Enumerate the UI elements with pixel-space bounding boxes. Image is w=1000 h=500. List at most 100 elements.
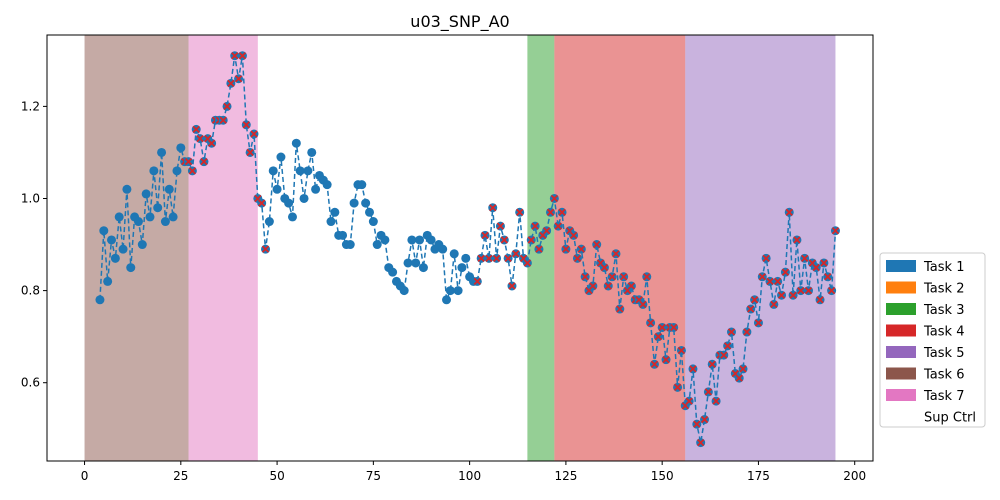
highlight-marker: [577, 245, 585, 253]
highlight-marker: [261, 245, 270, 253]
highlight-marker: [824, 273, 832, 281]
highlight-marker: [504, 254, 512, 262]
x-tick-label: 0: [81, 469, 89, 483]
legend-label: Task 7: [923, 389, 964, 404]
data-point: [287, 212, 297, 222]
highlight-marker: [238, 52, 247, 60]
highlight-marker: [489, 204, 497, 212]
x-tick-label: 150: [651, 469, 674, 483]
highlight-marker: [693, 420, 701, 428]
y-tick-label: 0.8: [21, 284, 40, 298]
highlight-marker: [246, 148, 254, 157]
y-axis-ticks: 0.6 0.8 1.0 1.2: [21, 99, 47, 390]
highlight-marker: [646, 319, 655, 327]
data-point: [311, 184, 321, 194]
highlight-marker: [562, 245, 570, 253]
data-point: [365, 207, 375, 217]
highlight-marker: [793, 236, 801, 244]
highlight-marker: [192, 125, 200, 134]
data-point: [453, 286, 463, 296]
highlight-marker: [747, 305, 755, 313]
data-point: [349, 198, 359, 208]
data-point: [330, 207, 340, 217]
data-point: [438, 244, 448, 254]
data-point: [449, 249, 459, 259]
highlight-marker: [754, 319, 763, 327]
highlight-marker: [816, 296, 824, 304]
data-point: [426, 235, 436, 245]
highlight-marker: [492, 254, 501, 262]
data-point: [95, 295, 105, 305]
x-tick-label: 200: [843, 469, 866, 483]
data-point: [307, 147, 317, 157]
highlight-marker: [554, 222, 562, 230]
data-point: [388, 267, 398, 277]
data-point: [411, 258, 421, 268]
legend-swatch: [886, 303, 916, 315]
data-point: [107, 235, 117, 245]
highlight-marker: [485, 254, 493, 262]
data-point: [176, 143, 186, 153]
data-point: [415, 235, 425, 245]
highlight-marker: [750, 296, 759, 304]
highlight-marker: [593, 240, 601, 249]
highlight-marker: [639, 300, 647, 309]
data-point: [299, 193, 309, 203]
highlight-marker: [546, 208, 555, 216]
legend-label: Task 5: [923, 346, 964, 361]
data-point: [126, 263, 136, 273]
highlight-marker: [531, 222, 539, 230]
highlight-marker: [227, 79, 235, 87]
highlight-marker: [573, 254, 582, 262]
data-point: [103, 276, 113, 286]
highlight-marker: [785, 208, 793, 216]
data-point: [276, 152, 286, 162]
data-point: [461, 253, 471, 263]
highlight-marker: [223, 102, 231, 111]
plot-frame: [46, 34, 874, 462]
legend-label: Task 4: [923, 325, 964, 340]
highlight-marker: [196, 134, 204, 143]
highlight-marker: [231, 52, 239, 60]
data-point: [133, 217, 143, 227]
highlight-marker: [627, 282, 635, 290]
highlight-marker: [207, 139, 216, 147]
data-point: [122, 184, 132, 194]
highlight-marker: [508, 282, 516, 290]
task-spans: [84, 35, 836, 461]
data-point: [149, 166, 159, 176]
data-point: [291, 138, 301, 148]
highlight-marker: [766, 277, 774, 286]
highlight-marker: [774, 277, 782, 286]
legend-label: Sup Ctrl: [924, 411, 976, 426]
highlight-marker: [831, 227, 840, 235]
highlight-marker: [650, 360, 659, 368]
data-point: [172, 166, 182, 176]
x-tick-label: 75: [366, 469, 381, 483]
data-point: [345, 240, 355, 250]
highlight-marker: [200, 158, 208, 166]
highlight-marker: [612, 250, 620, 258]
highlight-marker: [569, 231, 578, 239]
highlight-marker: [600, 263, 609, 272]
x-axis-ticks: 0 25 50 75 100 125 150 175 200: [81, 461, 866, 483]
legend: Task 1 Task 2 Task 3 Task 4 Task 5 Task 6 Task…: [879, 252, 986, 428]
data-point: [114, 212, 124, 222]
data-point: [326, 217, 336, 227]
x-tick-label: 125: [554, 469, 577, 483]
highlight-marker: [727, 328, 736, 336]
highlight-marker: [739, 365, 747, 373]
data-point: [110, 253, 120, 263]
highlight-marker: [477, 254, 485, 262]
highlight-marker: [820, 259, 828, 267]
highlight-marker: [589, 282, 597, 290]
legend-swatch: [886, 346, 916, 358]
data-point: [442, 295, 452, 305]
highlight-marker: [234, 75, 243, 83]
legend-swatch: [886, 389, 916, 401]
highlight-marker: [812, 263, 820, 272]
data-point: [295, 166, 305, 176]
highlight-marker: [258, 199, 266, 207]
highlight-marker: [608, 273, 616, 281]
data-point: [399, 286, 409, 296]
